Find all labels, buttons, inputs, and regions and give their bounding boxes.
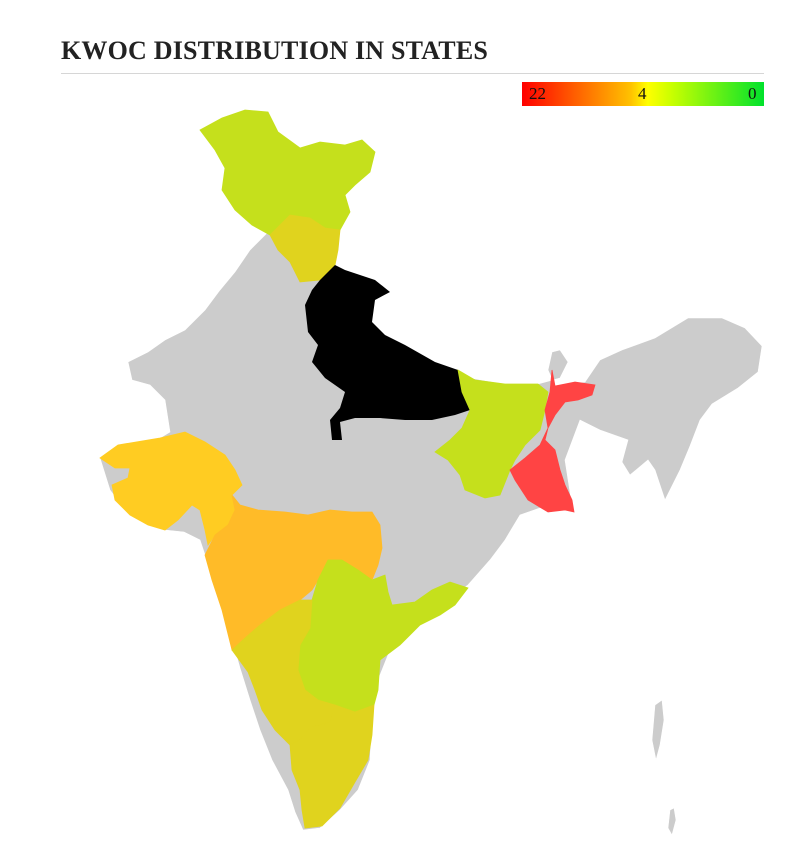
title-divider	[61, 73, 764, 74]
map-state-bihar-jharkhand[interactable]	[434, 369, 549, 499]
map-state-uttar-pradesh[interactable]	[305, 265, 470, 440]
legend-label-min: 0	[748, 84, 757, 103]
map-nicobar-islands	[667, 807, 677, 836]
color-legend: 22 4 0	[522, 82, 764, 106]
map-state-west-bengal[interactable]	[509, 369, 596, 513]
legend-gradient	[522, 82, 764, 106]
map-base-country	[99, 231, 763, 831]
map-state-karnataka[interactable]	[231, 599, 336, 746]
chart-title: KWOC DISTRIBUTION IN STATES	[61, 36, 489, 65]
legend-label-max: 22	[529, 84, 546, 103]
legend-label-mid: 4	[638, 84, 647, 103]
map-state-jammu-kashmir[interactable]	[199, 109, 376, 236]
map-state-gujarat[interactable]	[99, 431, 243, 546]
map-state-tamil-nadu[interactable]	[289, 704, 375, 829]
map-andaman-islands	[651, 699, 665, 761]
map-state-himachal-pradesh[interactable]	[269, 214, 341, 283]
